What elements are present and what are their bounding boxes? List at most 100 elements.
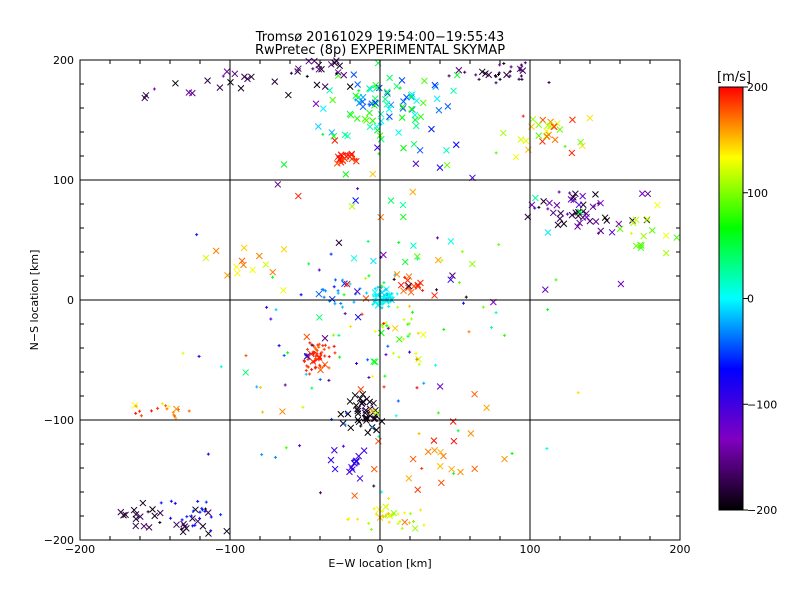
dot-marker: [134, 404, 138, 408]
dot-marker: [494, 311, 498, 315]
cross-marker: [360, 447, 368, 454]
cross-marker: [544, 122, 552, 129]
cross-marker: [436, 462, 444, 470]
cross-marker: [182, 525, 190, 532]
dot-marker: [269, 317, 273, 321]
x-tick-label: 0: [377, 543, 384, 556]
dot-marker: [403, 511, 407, 515]
cross-marker: [151, 512, 159, 520]
dot-marker: [152, 87, 156, 91]
cross-marker: [317, 366, 324, 374]
dot-marker: [398, 519, 402, 523]
dot-marker: [352, 300, 356, 304]
dot-marker: [289, 71, 293, 75]
dot-marker: [395, 292, 399, 296]
dot-marker: [384, 353, 388, 357]
dot-marker: [464, 295, 468, 299]
cross-marker: [321, 334, 329, 342]
dot-marker: [274, 308, 278, 312]
dot-marker: [331, 333, 335, 337]
dot-marker: [435, 236, 439, 240]
cross-marker: [237, 84, 245, 92]
cross-marker: [385, 105, 393, 113]
dot-marker: [414, 351, 418, 355]
dot-marker: [340, 305, 344, 309]
dot-marker: [324, 289, 328, 293]
dot-marker: [310, 343, 314, 347]
cross-marker: [616, 225, 624, 233]
dot-marker: [191, 509, 195, 513]
dot-marker: [338, 355, 342, 359]
cross-marker: [569, 116, 576, 124]
cross-marker: [366, 109, 373, 117]
dot-marker: [244, 354, 248, 358]
cross-marker: [354, 407, 362, 415]
dot-marker: [397, 240, 401, 244]
dot-marker: [310, 368, 314, 372]
dot-marker: [146, 510, 150, 514]
cross-marker: [353, 458, 360, 466]
cross-marker: [532, 194, 539, 202]
dot-marker: [367, 521, 371, 525]
cross-marker: [569, 193, 577, 201]
cross-marker: [369, 117, 377, 125]
cross-marker: [141, 94, 149, 102]
dot-marker: [419, 508, 423, 512]
y-tick-label: 0: [67, 294, 74, 307]
dot-marker: [255, 385, 259, 389]
dot-marker: [164, 404, 168, 408]
cross-marker: [139, 499, 147, 507]
dot-marker: [509, 65, 513, 69]
dot-marker: [158, 520, 162, 524]
cross-marker: [319, 105, 327, 112]
cross-marker: [553, 201, 561, 209]
cross-marker: [331, 59, 339, 67]
cross-marker: [383, 101, 391, 108]
cross-marker: [172, 79, 179, 87]
dot-marker: [286, 351, 290, 355]
dot-marker: [319, 365, 323, 369]
cross-marker: [407, 288, 415, 296]
dot-marker: [508, 74, 512, 78]
dot-marker: [270, 275, 274, 279]
dot-marker: [191, 524, 195, 528]
dot-marker: [366, 358, 370, 362]
cross-marker: [387, 197, 395, 205]
cross-marker: [313, 81, 321, 89]
cross-marker: [409, 188, 417, 196]
dot-marker: [265, 305, 269, 309]
cross-marker: [447, 238, 455, 245]
cross-marker: [570, 196, 577, 204]
cross-marker: [410, 140, 418, 148]
cross-marker: [370, 358, 378, 365]
dot-marker: [323, 354, 327, 358]
cross-marker: [233, 263, 240, 271]
dot-marker: [497, 71, 501, 75]
cross-marker: [444, 102, 452, 110]
cross-marker: [543, 133, 551, 140]
dot-marker: [391, 295, 395, 299]
cross-marker: [447, 276, 455, 284]
dot-marker: [273, 455, 277, 459]
dot-marker: [308, 372, 312, 376]
cross-marker: [330, 132, 338, 140]
dot-marker: [374, 295, 378, 299]
cross-marker: [637, 244, 645, 252]
cross-marker: [434, 256, 442, 264]
dot-marker: [372, 507, 376, 511]
dot-marker: [523, 61, 527, 65]
cross-marker: [377, 110, 385, 118]
cross-marker: [311, 57, 318, 65]
dot-marker: [333, 302, 337, 306]
dot-marker: [361, 406, 365, 410]
cross-marker: [199, 522, 207, 530]
dot-marker: [305, 347, 309, 351]
cross-marker: [202, 254, 210, 262]
cross-marker: [337, 151, 345, 159]
dot-marker: [386, 326, 390, 330]
cross-marker: [597, 199, 604, 207]
dot-marker: [159, 501, 163, 505]
cross-marker: [370, 465, 378, 473]
dot-marker: [321, 132, 325, 136]
cross-marker: [321, 83, 329, 90]
